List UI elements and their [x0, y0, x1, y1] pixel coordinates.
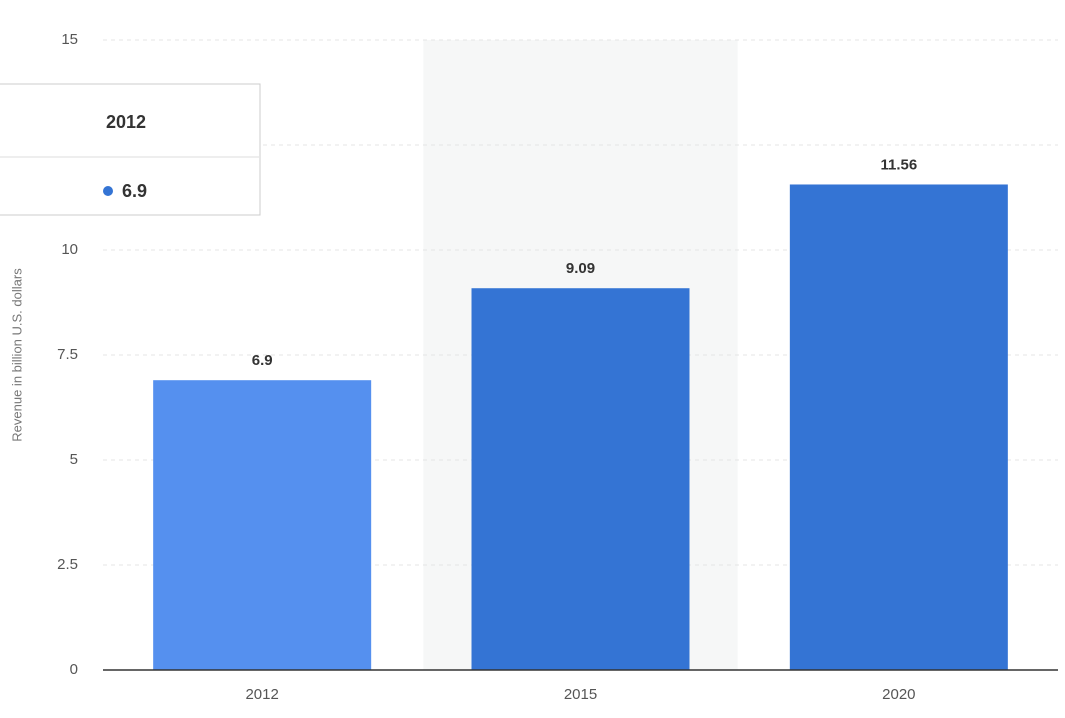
y-axis-label: Revenue in billion U.S. dollars — [9, 268, 24, 442]
tooltip: 2012 6.9 — [0, 83, 261, 216]
value-label: 6.9 — [252, 352, 273, 369]
tooltip-title: 2012 — [106, 112, 146, 132]
x-tick-label: 2012 — [245, 686, 278, 703]
value-label: 11.56 — [880, 156, 917, 173]
y-tick-label: 2.5 — [57, 556, 78, 573]
y-tick-label: 5 — [70, 451, 78, 468]
x-tick-label: 2015 — [564, 686, 597, 703]
bar — [789, 184, 1008, 671]
bar — [471, 288, 690, 670]
tooltip-box — [0, 83, 261, 216]
bar — [153, 380, 372, 670]
value-label: 9.09 — [566, 260, 595, 277]
y-tick-label: 0 — [70, 661, 78, 678]
y-tick-label: 15 — [61, 31, 78, 48]
x-tick-label: 2020 — [882, 686, 915, 703]
y-tick-label: 10 — [61, 241, 78, 258]
tooltip-dot — [103, 186, 113, 196]
tooltip-value: 6.9 — [122, 181, 147, 201]
y-tick-label: 7.5 — [57, 346, 78, 363]
